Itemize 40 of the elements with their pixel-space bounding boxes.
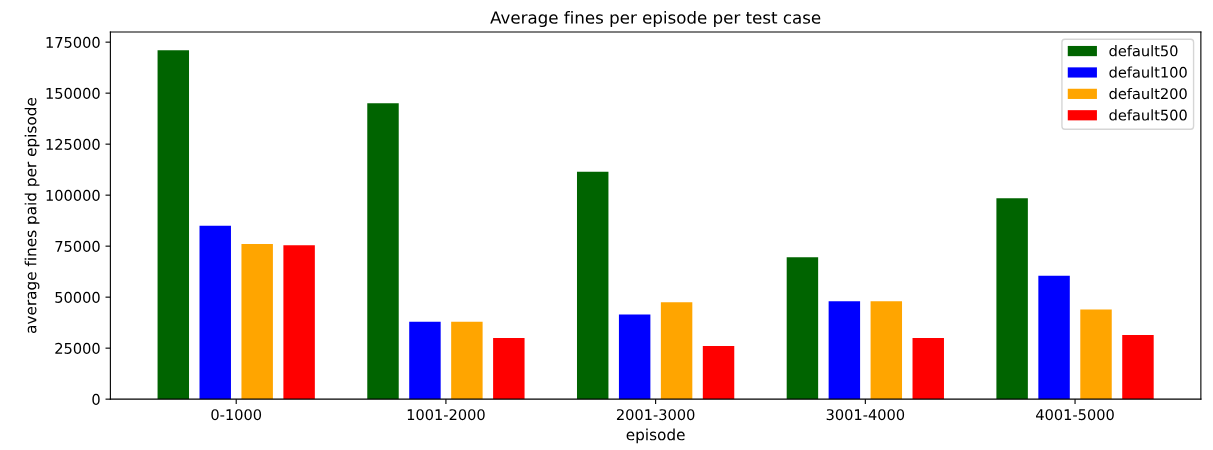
- y-tick-label: 125000: [46, 138, 100, 150]
- y-tick-label: 75000: [55, 240, 100, 252]
- x-tick-label: 2001-3000: [616, 409, 695, 421]
- x-tick-label: 3001-4000: [826, 409, 905, 421]
- x-tick-label: 0-1000: [211, 409, 262, 421]
- bar: [912, 337, 944, 400]
- bar: [702, 346, 735, 400]
- bar: [241, 244, 273, 400]
- y-tick-label: 0: [92, 393, 100, 405]
- bar: [409, 321, 441, 400]
- bar: [157, 50, 190, 400]
- y-axis-title: average fines paid per episode: [24, 97, 40, 334]
- y-tick-label: 25000: [55, 342, 100, 354]
- bar: [828, 301, 861, 400]
- bar: [660, 302, 693, 400]
- bar: [493, 337, 525, 400]
- legend-label: default200: [1109, 87, 1187, 100]
- bar: [1122, 334, 1154, 400]
- y-tick-label: 150000: [46, 87, 100, 99]
- chart-title: Average fines per episode per test case: [490, 10, 821, 28]
- bar: [618, 314, 651, 400]
- y-tick-label: 50000: [55, 291, 100, 303]
- bar: [996, 198, 1028, 400]
- x-tick-label: 4001-5000: [1036, 409, 1114, 421]
- bar: [1080, 309, 1112, 400]
- x-axis-title: episode: [626, 428, 685, 444]
- y-tick-label: 100000: [46, 189, 100, 201]
- y-tick-label: 175000: [46, 36, 100, 48]
- bar: [786, 257, 819, 400]
- legend-label: default100: [1109, 66, 1187, 78]
- bar: [1038, 275, 1070, 400]
- bar: [199, 225, 231, 400]
- legend-label: default500: [1109, 109, 1187, 121]
- x-tick-label: 1001-2000: [407, 409, 485, 421]
- bar: [283, 245, 315, 400]
- bar: [870, 301, 903, 400]
- bar: [367, 103, 399, 400]
- bar: [576, 171, 609, 400]
- bar: [451, 321, 483, 400]
- legend-label: default50: [1109, 45, 1178, 57]
